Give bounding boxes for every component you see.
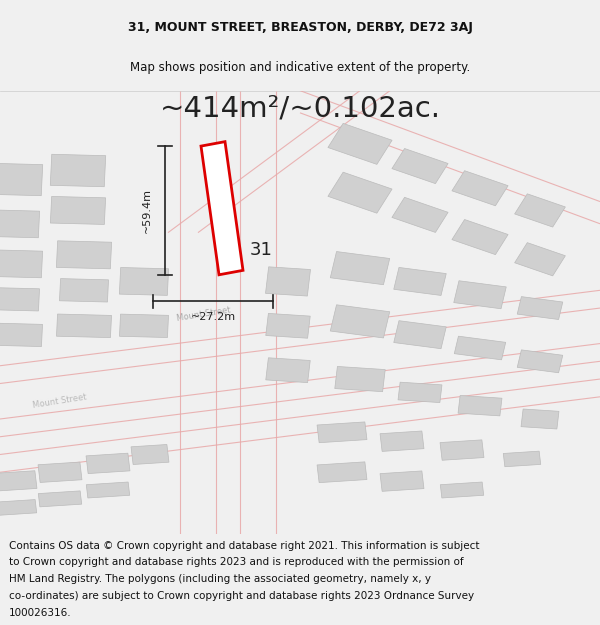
Bar (440, 482, 484, 498)
Bar (458, 396, 502, 416)
Bar (328, 123, 392, 164)
Bar (0, 499, 37, 516)
Bar (380, 471, 424, 491)
Text: 31, MOUNT STREET, BREASTON, DERBY, DE72 3AJ: 31, MOUNT STREET, BREASTON, DERBY, DE72 … (128, 21, 472, 34)
Text: ~27.2m: ~27.2m (190, 312, 236, 322)
Polygon shape (201, 142, 243, 275)
Text: 100026316.: 100026316. (9, 608, 71, 618)
Bar (452, 171, 508, 206)
Bar (517, 297, 563, 319)
Bar (394, 321, 446, 349)
Bar (454, 281, 506, 309)
Bar (0, 471, 37, 491)
Bar (86, 482, 130, 498)
Bar (38, 491, 82, 507)
Bar (452, 219, 508, 254)
Bar (0, 288, 40, 311)
Bar (0, 163, 43, 196)
Bar (131, 444, 169, 464)
Bar (517, 350, 563, 372)
Bar (330, 251, 390, 285)
Text: co-ordinates) are subject to Crown copyright and database rights 2023 Ordnance S: co-ordinates) are subject to Crown copyr… (9, 591, 474, 601)
Bar (330, 305, 390, 338)
Bar (56, 241, 112, 269)
Bar (266, 357, 310, 382)
Bar (38, 462, 82, 482)
Bar (335, 366, 385, 392)
Text: Contains OS data © Crown copyright and database right 2021. This information is : Contains OS data © Crown copyright and d… (9, 541, 479, 551)
Bar (398, 382, 442, 402)
Bar (0, 249, 43, 278)
Bar (86, 453, 130, 474)
Bar (0, 210, 40, 238)
Text: Mount Street: Mount Street (32, 392, 88, 410)
Bar (59, 279, 109, 302)
Bar (0, 323, 43, 346)
Text: Map shows position and indicative extent of the property.: Map shows position and indicative extent… (130, 61, 470, 74)
Bar (392, 198, 448, 232)
Text: ~414m²/~0.102ac.: ~414m²/~0.102ac. (160, 94, 440, 122)
Bar (515, 242, 565, 276)
Text: ~59.4m: ~59.4m (142, 188, 152, 233)
Bar (50, 196, 106, 224)
Bar (266, 313, 310, 338)
Bar (394, 268, 446, 296)
Bar (380, 431, 424, 451)
Bar (266, 267, 310, 296)
Bar (119, 268, 169, 296)
Bar (515, 194, 565, 227)
Bar (503, 451, 541, 467)
Bar (50, 154, 106, 187)
Text: 31: 31 (250, 241, 272, 259)
Bar (440, 440, 484, 460)
Bar (521, 409, 559, 429)
Bar (119, 314, 169, 338)
Bar (392, 149, 448, 184)
Text: HM Land Registry. The polygons (including the associated geometry, namely x, y: HM Land Registry. The polygons (includin… (9, 574, 431, 584)
Bar (56, 314, 112, 338)
Text: to Crown copyright and database rights 2023 and is reproduced with the permissio: to Crown copyright and database rights 2… (9, 558, 464, 568)
Bar (454, 336, 506, 360)
Bar (328, 172, 392, 213)
Bar (317, 422, 367, 442)
Bar (317, 462, 367, 482)
Text: Mount Street: Mount Street (176, 306, 232, 323)
